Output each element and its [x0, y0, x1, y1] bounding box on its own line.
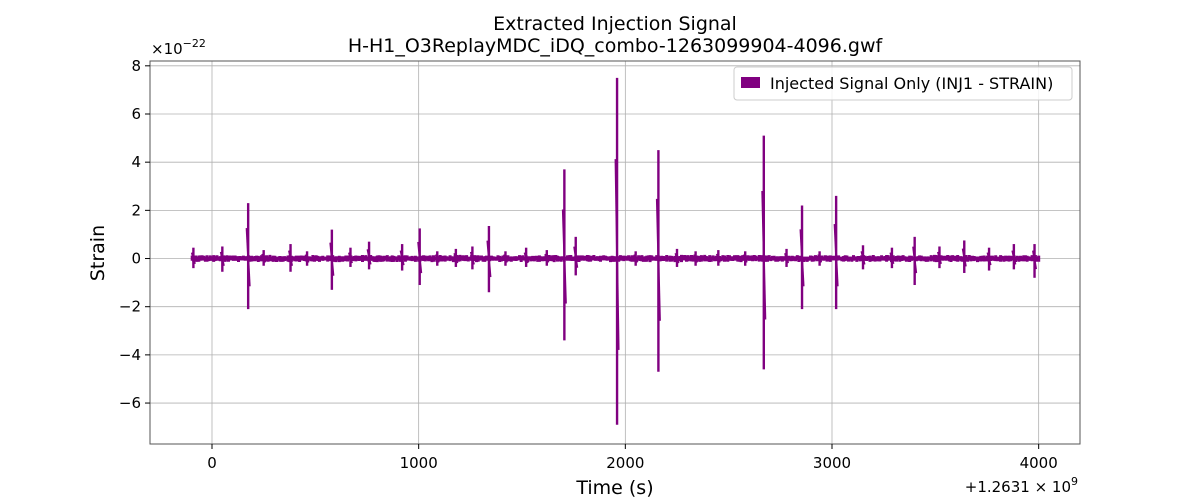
series-spike-core [1032, 250, 1038, 270]
series-spike-core [219, 251, 225, 267]
series-spike-core [304, 254, 310, 263]
series-spike-core [817, 254, 823, 263]
series-spike-core [761, 190, 767, 320]
series-spike-core [261, 253, 267, 263]
series-spike-core [434, 254, 440, 263]
series-spike-core [503, 254, 508, 263]
series-spike-core [693, 254, 699, 263]
series-spike-core [366, 249, 372, 265]
y-tick-label: 4 [131, 153, 141, 171]
series-spike-core [889, 252, 895, 265]
series-spike-core [784, 252, 789, 264]
legend-swatch [741, 77, 760, 88]
legend-label: Injected Signal Only (INJ1 - STRAIN) [770, 74, 1053, 93]
x-tick-label: 0 [207, 454, 217, 472]
x-offset-label: +1.2631 × 109 [965, 475, 1078, 496]
y-tick-label: −6 [119, 394, 141, 412]
chart-subtitle: H-H1_O3ReplayMDC_iDQ_combo-1263099904-40… [348, 35, 884, 57]
plot-frame [149, 60, 1081, 445]
series-spike-core [288, 250, 294, 267]
x-tick-label: 3000 [813, 454, 851, 472]
x-tick-label: 1000 [400, 454, 438, 472]
series-spike-core [986, 252, 992, 266]
y-tick-label: 0 [131, 250, 141, 268]
y-axis: −6 −4 −2 0 2 4 6 8 [119, 57, 150, 412]
series-spike-core [453, 252, 459, 264]
series-spike-core [961, 248, 967, 267]
y-scale-base: ×10 [151, 40, 183, 58]
y-tick-label: −2 [119, 298, 141, 316]
series-spike-core [329, 242, 335, 276]
y-tick-label: 2 [131, 201, 141, 219]
y-axis-label: Strain [87, 225, 109, 281]
y-tick-label: −4 [119, 346, 141, 364]
series-spike-core [655, 198, 661, 321]
series-spike-core [614, 159, 620, 350]
x-offset-exponent: 9 [1071, 475, 1078, 488]
series-spike-core [523, 252, 529, 264]
x-axis-label: Time (s) [575, 477, 653, 499]
x-tick-label: 4000 [1020, 454, 1058, 472]
series-spike-core [936, 251, 942, 265]
series-spike-core [742, 254, 748, 263]
series-spike-core [674, 252, 680, 264]
series-spike-core [399, 250, 405, 266]
x-tick-label: 2000 [606, 454, 644, 472]
legend-frame [733, 66, 1073, 101]
y-tick-label: 6 [131, 105, 141, 123]
series-spike-core [190, 252, 196, 265]
series-spike-core [544, 253, 550, 263]
series-spike-core [469, 251, 475, 265]
legend: Injected Signal Only (INJ1 - STRAIN) [733, 66, 1073, 101]
series-spike-core [348, 252, 353, 264]
series-baseline-band [192, 256, 1039, 261]
series-spike-core [561, 209, 567, 304]
y-scale-factor: ×10−22 [151, 37, 206, 58]
series-injected-signal [190, 77, 1041, 425]
y-scale-exponent: −22 [183, 37, 206, 50]
series-spike-core [245, 227, 251, 287]
series-spike-core [860, 251, 866, 265]
series-spike-core [633, 254, 639, 263]
series-spike-core [799, 229, 805, 287]
chart-title: Extracted Injection Signal [493, 13, 737, 35]
series-spike-core [912, 246, 918, 274]
series-spike-core [833, 224, 839, 287]
series-spike-core [486, 240, 492, 278]
y-tick-label: 8 [131, 57, 141, 75]
series-spike-core [715, 253, 721, 263]
series-spike-core [1011, 250, 1017, 265]
series-spike-core [417, 241, 423, 274]
x-axis: 0 1000 2000 3000 4000 [207, 444, 1058, 472]
series-spike-core [573, 246, 579, 268]
x-offset-base: +1.2631 × 10 [965, 478, 1071, 496]
